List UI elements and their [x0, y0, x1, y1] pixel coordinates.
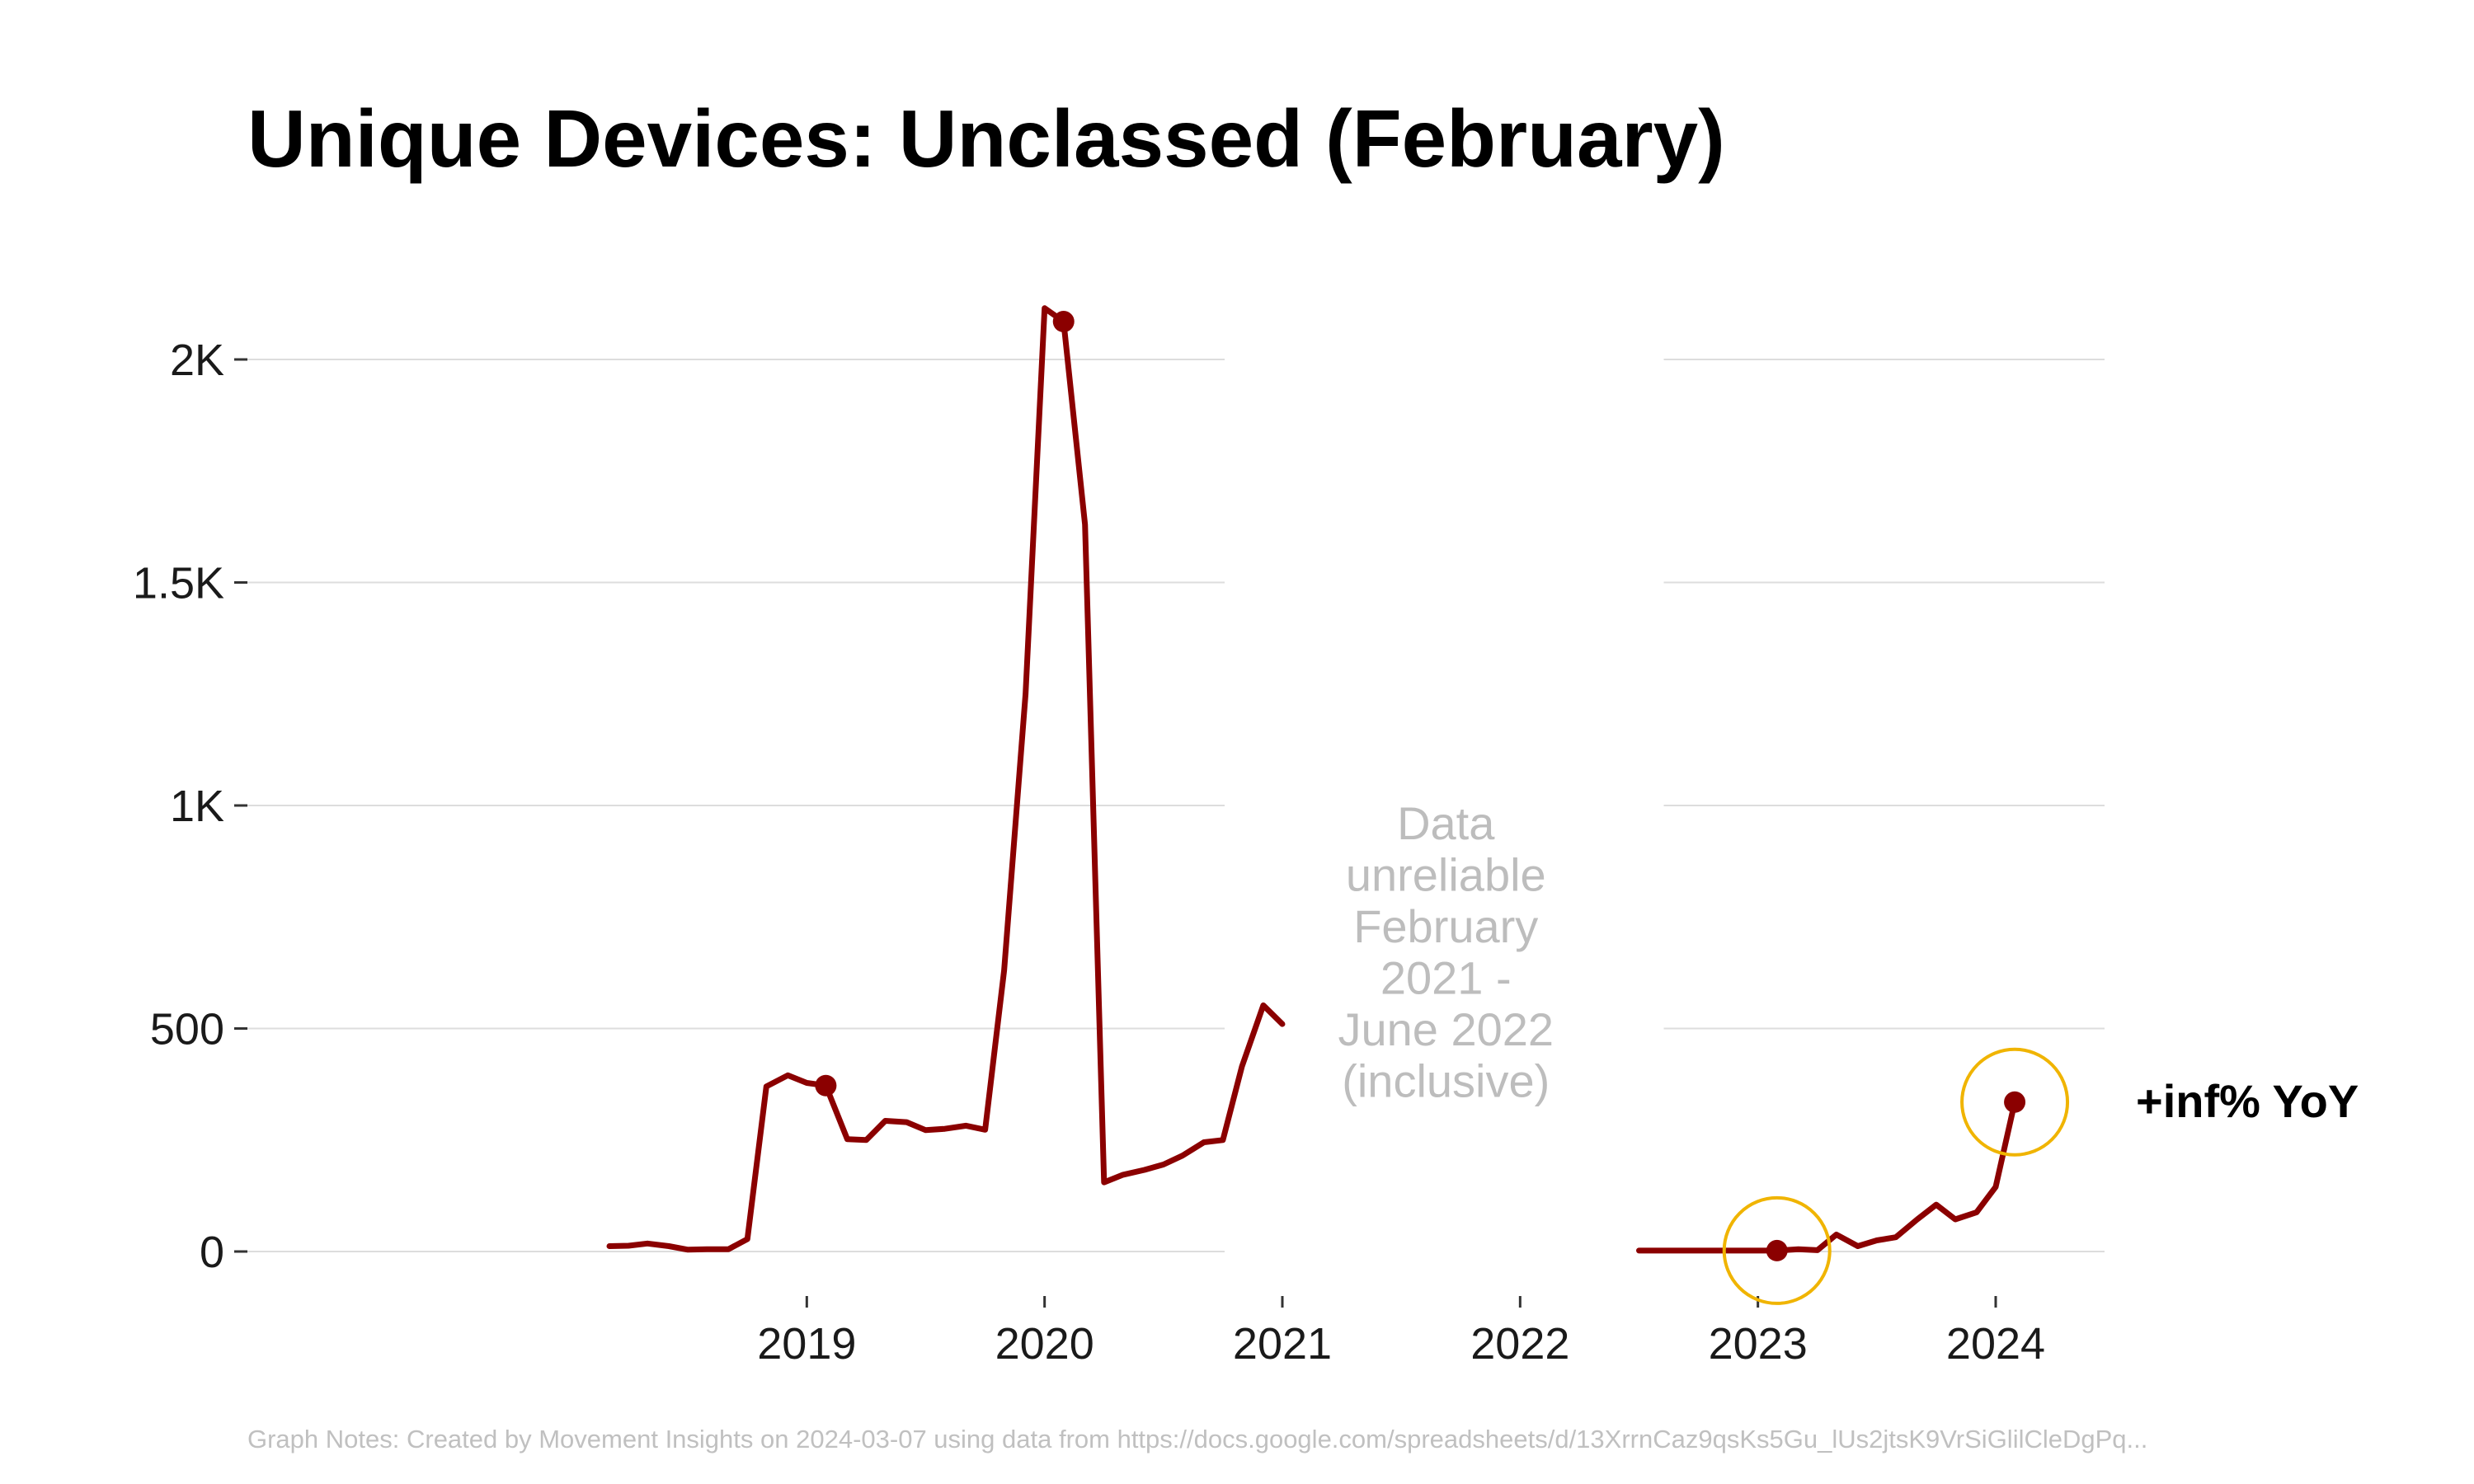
graph-notes: Graph Notes: Created by Movement Insight…: [247, 1425, 2148, 1453]
data-point: [1766, 1239, 1788, 1261]
data-point: [1052, 311, 1075, 333]
y-axis: 0 500 1K 1.5K 2K: [133, 336, 247, 1277]
x-tick-label: 2019: [757, 1319, 856, 1369]
x-axis: 2019 2020 2021 2022 2023 2024: [757, 1296, 2045, 1369]
gap-note-line: Data: [1397, 797, 1495, 849]
gap-note-line: unreliable: [1346, 849, 1546, 901]
y-tick-label: 500: [150, 1005, 224, 1054]
x-tick-label: 2020: [995, 1319, 1094, 1369]
gap-note-line: June 2022: [1338, 1003, 1554, 1055]
gap-note-line: (inclusive): [1342, 1055, 1550, 1107]
gap-note-line: 2021 -: [1380, 952, 1512, 1004]
chart-title: Unique Devices: Unclassed (February): [247, 93, 1725, 184]
y-tick-label: 1K: [170, 782, 224, 831]
y-tick-label: 2K: [170, 336, 224, 385]
series-line: [606, 305, 1286, 1253]
series-lines: [606, 305, 2018, 1254]
highlight-ring: [1960, 1047, 2070, 1157]
x-tick-label: 2024: [1946, 1319, 2045, 1369]
x-tick-label: 2023: [1709, 1319, 1808, 1369]
data-point: [2004, 1091, 2026, 1113]
data-point: [815, 1074, 837, 1097]
yoy-annotation: +inf% YoY: [2136, 1075, 2359, 1127]
y-tick-label: 0: [200, 1228, 224, 1277]
x-tick-label: 2022: [1470, 1319, 1569, 1369]
gap-note-line: February: [1353, 900, 1538, 952]
x-tick-label: 2021: [1233, 1319, 1332, 1369]
gridlines: [247, 359, 2105, 1252]
highlight-ring: [1722, 1195, 1832, 1305]
highlight-markers: [815, 311, 2070, 1305]
series-line: [1636, 1099, 2018, 1254]
y-tick-label: 1.5K: [133, 559, 224, 608]
